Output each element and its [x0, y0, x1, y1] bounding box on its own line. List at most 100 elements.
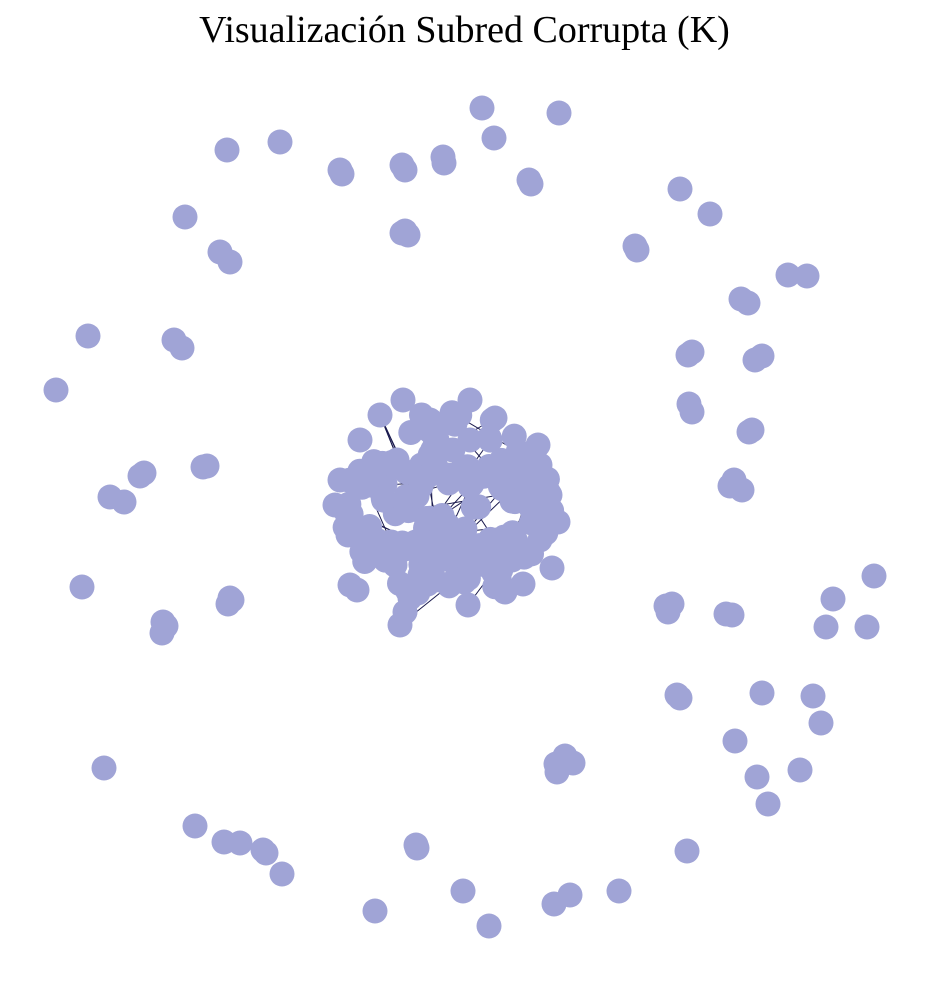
graph-node: [455, 592, 481, 618]
graph-node: [417, 407, 443, 433]
graph-node: [546, 100, 572, 126]
graph-node: [518, 171, 544, 197]
graph-node: [382, 552, 408, 578]
graph-node: [482, 405, 508, 431]
graph-node: [393, 484, 419, 510]
graph-node: [667, 176, 693, 202]
graph-node: [755, 791, 781, 817]
graph-node: [679, 339, 705, 365]
graph-node: [667, 685, 693, 711]
graph-node: [492, 579, 518, 605]
graph-node: [392, 599, 418, 625]
graph-node: [194, 453, 220, 479]
graph-node: [655, 599, 681, 625]
graph-node: [808, 710, 834, 736]
graph-node: [335, 522, 361, 548]
graph-node: [384, 447, 410, 473]
graph-node: [347, 427, 373, 453]
graph-node: [431, 150, 457, 176]
graph-node: [111, 489, 137, 515]
graph-node: [749, 680, 775, 706]
graph-node: [739, 417, 765, 443]
graph-node: [459, 471, 485, 497]
graph-node: [390, 387, 416, 413]
graph-node: [322, 492, 348, 518]
graph-node: [91, 755, 117, 781]
graph-node: [539, 555, 565, 581]
graph-node: [457, 427, 483, 453]
graph-node: [469, 95, 495, 121]
graph-node: [349, 474, 375, 500]
graph-node: [149, 620, 175, 646]
graph-node: [172, 204, 198, 230]
graph-node: [481, 125, 507, 151]
graph-node: [854, 614, 880, 640]
graph-node: [267, 129, 293, 155]
graph-node: [269, 861, 295, 887]
graph-node: [450, 878, 476, 904]
graph-node: [392, 157, 418, 183]
graph-node: [527, 527, 553, 553]
graph-node: [775, 262, 801, 288]
graph-node: [398, 420, 424, 446]
graph-node: [466, 494, 492, 520]
graph-node: [337, 572, 363, 598]
graph-node: [505, 438, 531, 464]
graph-node: [502, 537, 528, 563]
graph-node: [749, 343, 775, 369]
graph-node: [367, 402, 393, 428]
graph-node: [722, 728, 748, 754]
graph-node: [407, 562, 433, 588]
graph-node: [800, 683, 826, 709]
graph-node: [69, 574, 95, 600]
graph-node: [420, 458, 446, 484]
graph-node: [476, 913, 502, 939]
graph-node: [182, 813, 208, 839]
graph-node: [227, 830, 253, 856]
graph-node: [413, 505, 439, 531]
graph-node: [403, 832, 429, 858]
graph-node: [477, 427, 503, 453]
graph-node: [169, 335, 195, 361]
graph-node: [428, 544, 454, 570]
graph-node: [442, 567, 468, 593]
graph-node: [439, 400, 465, 426]
graph-node: [217, 249, 243, 275]
graph-node: [697, 201, 723, 227]
graph-node: [813, 614, 839, 640]
graph-node: [329, 161, 355, 187]
graph-node: [378, 529, 404, 555]
graph-node: [476, 454, 502, 480]
graph-node: [717, 473, 743, 499]
graph-node: [794, 263, 820, 289]
graph-node: [679, 399, 705, 425]
graph-node: [624, 237, 650, 263]
graph-node: [327, 467, 353, 493]
graph-node: [787, 757, 813, 783]
graph-node: [43, 377, 69, 403]
graph-node: [719, 602, 745, 628]
graph-node: [362, 898, 388, 924]
graph-node: [518, 496, 544, 522]
graph-node: [861, 563, 887, 589]
graph-node: [499, 488, 525, 514]
graph-node: [543, 751, 569, 777]
graph-node: [457, 387, 483, 413]
graph-node: [541, 891, 567, 917]
graph-node: [219, 587, 245, 613]
graph-node: [537, 482, 563, 508]
graph-node: [674, 838, 700, 864]
graph-title: Visualización Subred Corrupta (K): [199, 9, 730, 51]
graph-node: [606, 878, 632, 904]
graph-node: [389, 220, 415, 246]
graph-node: [545, 509, 571, 535]
graph-node: [253, 840, 279, 866]
nodes-layer: [43, 95, 887, 939]
graph-node: [735, 290, 761, 316]
graph-node: [525, 432, 551, 458]
graph-node: [371, 487, 397, 513]
graph-node: [214, 137, 240, 163]
graph-node: [820, 586, 846, 612]
graph-node: [131, 460, 157, 486]
